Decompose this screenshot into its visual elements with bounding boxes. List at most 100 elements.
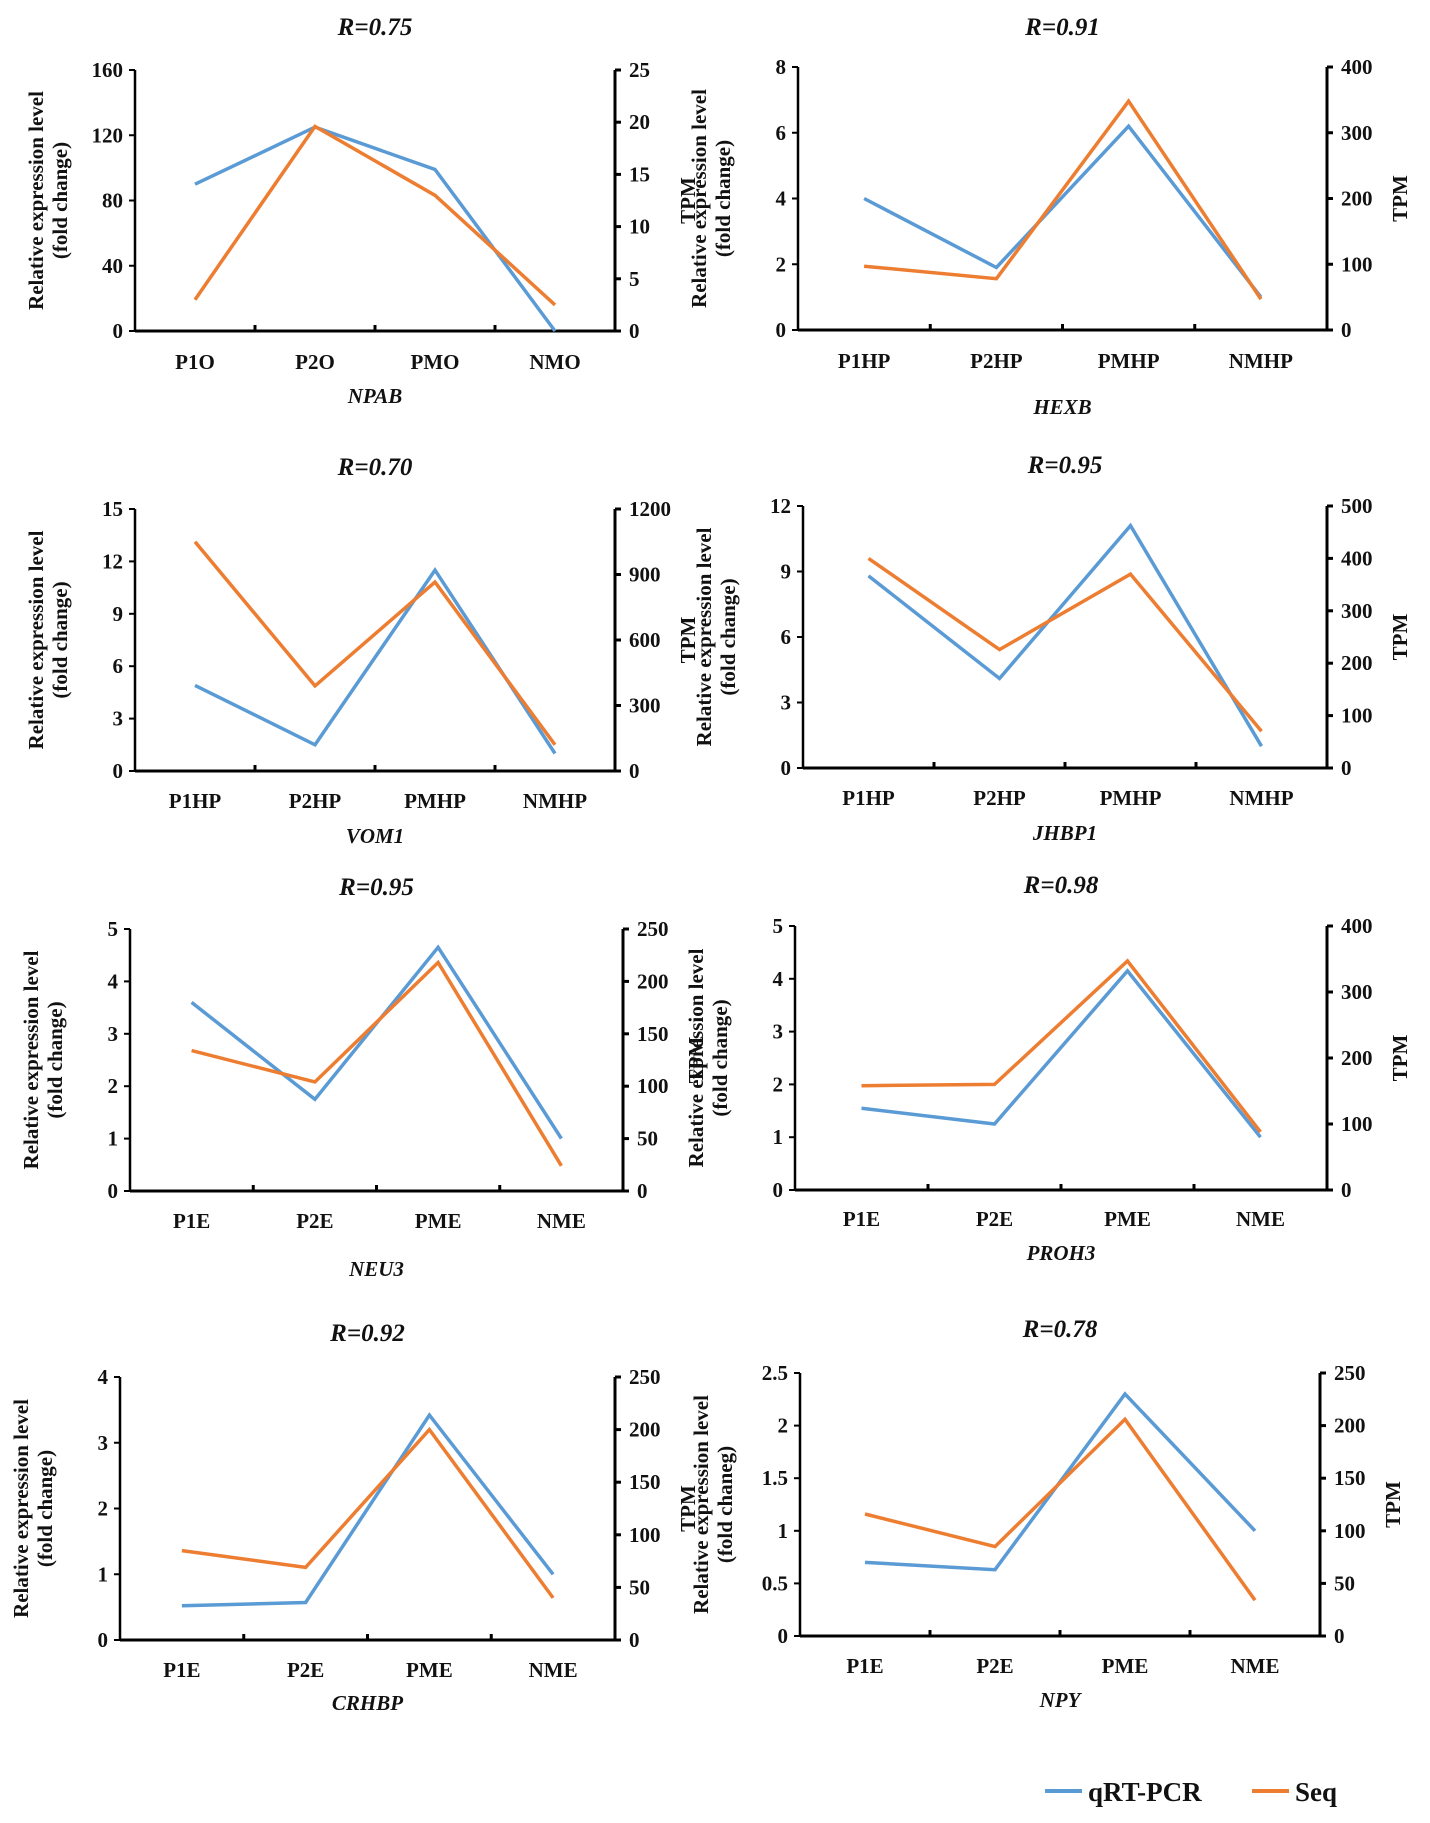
right-tick-label: 400 xyxy=(1341,55,1373,79)
right-tick-label: 250 xyxy=(629,1365,661,1389)
left-tick-label: 1 xyxy=(778,1519,789,1543)
left-axis-title: Relative expression level xyxy=(684,948,708,1167)
left-tick-label: 0 xyxy=(98,1628,109,1652)
right-tick-label: 200 xyxy=(1341,187,1373,211)
chart-title: R=0.92 xyxy=(329,1320,405,1347)
chart-panel-npab: R=0.75 NPAB 0 40 80 120 160 0 5 10 15 20 25 P1O P2O PMO… xyxy=(24,14,700,408)
right-tick-label: 25 xyxy=(629,58,650,82)
left-axis-title: (fold chaneg) xyxy=(713,1446,737,1563)
left-axis-title: (fold change) xyxy=(48,581,72,698)
left-axis-title: Relative expression level xyxy=(9,1399,33,1618)
right-tick-label: 0 xyxy=(1334,1624,1345,1648)
right-tick-label: 50 xyxy=(637,1127,658,1151)
legend-label-seq: Seq xyxy=(1295,1777,1337,1807)
x-category-label: NME xyxy=(529,1658,578,1682)
right-axis-title: TPM xyxy=(1388,175,1412,222)
x-category-label: P2HP xyxy=(970,349,1023,373)
left-axis-title: (fold change) xyxy=(48,142,72,259)
gene-label: VOM1 xyxy=(346,824,404,848)
right-tick-label: 50 xyxy=(629,1575,650,1599)
left-tick-label: 12 xyxy=(770,494,791,518)
right-axis-title: TPM xyxy=(676,616,700,663)
right-tick-label: 200 xyxy=(1334,1414,1366,1438)
right-tick-label: 0 xyxy=(629,759,640,783)
series-line-qrt-pcr xyxy=(867,522,1264,748)
gene-label: NPY xyxy=(1039,1688,1083,1712)
left-tick-label: 1 xyxy=(773,1125,784,1149)
right-tick-label: 20 xyxy=(629,110,650,134)
right-tick-label: 100 xyxy=(629,1523,661,1547)
right-tick-label: 250 xyxy=(1334,1361,1366,1385)
left-tick-label: 0.5 xyxy=(762,1571,788,1595)
left-tick-label: 0 xyxy=(776,318,787,342)
right-axis-title: TPM xyxy=(1388,613,1412,660)
left-tick-label: 3 xyxy=(98,1431,109,1455)
left-tick-label: 8 xyxy=(776,55,787,79)
series-line-seq xyxy=(193,540,557,746)
left-tick-label: 2 xyxy=(776,252,787,276)
left-tick-label: 3 xyxy=(108,1022,119,1046)
left-tick-label: 15 xyxy=(102,497,123,521)
series-line-qrt-pcr xyxy=(181,1412,555,1608)
chart-panel-crhbp: R=0.92 CRHBP 0 1 2 3 4 0 50 100 150 200 250 P1E P2E PME… xyxy=(9,1320,700,1715)
left-tick-label: 4 xyxy=(773,967,784,991)
left-tick-label: 120 xyxy=(92,123,124,147)
left-tick-label: 40 xyxy=(102,254,123,278)
left-tick-label: 80 xyxy=(102,189,123,213)
series-line-qrt-pcr xyxy=(863,123,1263,299)
left-tick-label: 3 xyxy=(113,707,124,731)
x-category-label: P1E xyxy=(163,1658,200,1682)
chart-panel-npy: R=0.78 NPY 0 0.5 1 1.5 2 2.5 0 50 100 150 200 250 P1E P… xyxy=(689,1316,1405,1712)
right-tick-label: 150 xyxy=(637,1022,669,1046)
series-line-seq xyxy=(861,958,1262,1133)
left-tick-label: 6 xyxy=(776,121,787,145)
right-tick-label: 150 xyxy=(1334,1466,1366,1490)
right-tick-label: 400 xyxy=(1341,914,1373,938)
right-tick-label: 200 xyxy=(1341,651,1373,675)
right-tick-label: 100 xyxy=(637,1074,669,1098)
left-tick-label: 2 xyxy=(773,1072,784,1096)
left-tick-label: 4 xyxy=(108,969,119,993)
left-tick-label: 0 xyxy=(108,1179,119,1203)
x-category-label: P1E xyxy=(846,1654,883,1678)
right-tick-label: 500 xyxy=(1341,494,1373,518)
left-tick-label: 2 xyxy=(778,1414,789,1438)
right-tick-label: 5 xyxy=(629,267,640,291)
right-tick-label: 0 xyxy=(1341,318,1352,342)
left-tick-label: 0 xyxy=(781,756,792,780)
left-tick-label: 6 xyxy=(113,654,124,678)
left-tick-label: 2 xyxy=(108,1074,119,1098)
left-tick-label: 3 xyxy=(781,691,792,715)
x-category-label: NMHP xyxy=(523,789,587,813)
series-line-qrt-pcr xyxy=(861,968,1262,1139)
right-tick-label: 300 xyxy=(1341,599,1373,623)
left-axis-title: Relative expression level xyxy=(19,950,43,1169)
right-tick-label: 100 xyxy=(1341,252,1373,276)
series-line-qrt-pcr xyxy=(194,125,557,333)
right-tick-label: 0 xyxy=(629,319,640,343)
x-category-label: P2E xyxy=(287,1658,324,1682)
right-tick-label: 200 xyxy=(637,969,669,993)
x-category-label: NMHP xyxy=(1229,349,1293,373)
x-category-label: P1HP xyxy=(169,789,222,813)
gene-label: NPAB xyxy=(347,384,402,408)
right-tick-label: 400 xyxy=(1341,546,1373,570)
left-tick-label: 1.5 xyxy=(762,1466,788,1490)
x-category-label: PME xyxy=(415,1209,462,1233)
series-line-seq xyxy=(864,1416,1257,1602)
left-axis-title: Relative expression level xyxy=(24,530,48,749)
x-category-label: P2E xyxy=(296,1209,333,1233)
chart-title: R=0.91 xyxy=(1024,14,1100,41)
gene-label: NEU3 xyxy=(348,1257,404,1281)
left-axis-title: (fold change) xyxy=(711,140,735,257)
series-line-qrt-pcr xyxy=(190,944,563,1140)
x-category-label: P2O xyxy=(295,350,335,374)
chart-panel-vom1: R=0.70 VOM1 0 3 6 9 12 15 0 300 600 900 1200 P1HP P2HP… xyxy=(24,454,700,848)
right-tick-label: 0 xyxy=(637,1179,648,1203)
x-category-label: P1O xyxy=(175,350,215,374)
right-tick-label: 1200 xyxy=(629,497,671,521)
left-axis-title: (fold change) xyxy=(33,1450,57,1567)
right-tick-label: 250 xyxy=(637,917,669,941)
right-tick-label: 900 xyxy=(629,563,661,587)
gene-label: HEXB xyxy=(1032,395,1091,419)
